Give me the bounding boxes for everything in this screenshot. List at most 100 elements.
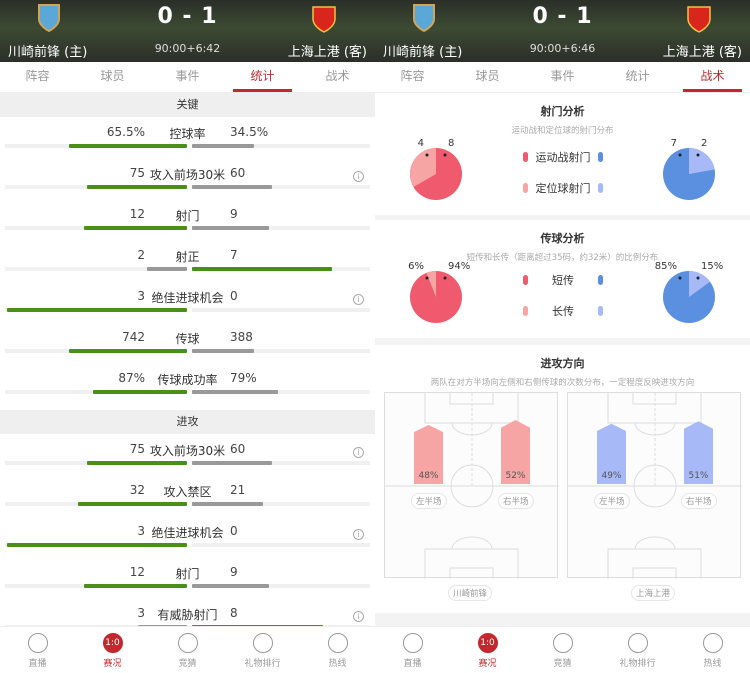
info-icon[interactable]: i	[353, 294, 364, 305]
nav-label: 热线	[703, 659, 722, 669]
attack-percent: 51%	[688, 471, 709, 481]
nav-item-2[interactable]: 竞猜	[525, 627, 600, 673]
home-bar-track	[5, 226, 187, 230]
tab-1[interactable]: 球员	[100, 69, 125, 83]
match-clock: 90:00+6:42	[154, 42, 221, 55]
stat-label: 攻入前场30米	[149, 444, 226, 458]
away-bar	[192, 226, 270, 230]
away-value: 9	[230, 565, 238, 579]
home-bar-track	[5, 543, 187, 547]
away-pie-label-main: 7	[670, 138, 677, 149]
home-legend-swatch	[523, 152, 528, 162]
nav-label: 竞猜	[178, 659, 197, 669]
away-bar-track	[192, 308, 370, 312]
home-value: 12	[129, 565, 145, 579]
away-bar-track	[192, 543, 370, 547]
gift-icon	[627, 633, 648, 653]
home-team-logo	[411, 3, 437, 33]
tab-0[interactable]: 阵容	[400, 69, 425, 83]
away-value: 21	[230, 483, 246, 497]
home-bar	[7, 308, 187, 312]
away-bar	[192, 584, 270, 588]
score: 0 - 1	[157, 4, 218, 29]
nav-item-2[interactable]: 竞猜	[150, 627, 225, 673]
away-pie-light-slice	[689, 271, 711, 297]
tab-bar: 阵容 球员 事件 统计 战术	[375, 62, 750, 93]
nav-label: 礼物排行	[244, 659, 281, 669]
info-icon[interactable]: i	[353, 611, 364, 622]
home-pie-label-light: 4	[417, 138, 424, 149]
tab-3[interactable]: 统计	[225, 62, 300, 92]
nav-item-1[interactable]: 1:0 赛况	[450, 627, 525, 673]
right-half-label: 右半场	[498, 493, 534, 509]
nav-label: 赛况	[478, 659, 497, 669]
nav-item-4[interactable]: 热线	[675, 627, 750, 673]
home-team-logo	[36, 3, 62, 33]
pie-label-marker	[425, 153, 429, 157]
away-bar	[192, 267, 332, 271]
home-value: 742	[122, 330, 145, 344]
home-bar-track	[5, 461, 187, 465]
home-bar-track	[5, 308, 187, 312]
tab-4[interactable]: 战术	[325, 69, 350, 83]
home-bar	[78, 502, 187, 506]
match-clock: 90:00+6:46	[529, 42, 596, 55]
stat-row: 射正 2 7	[0, 243, 375, 284]
tab-0[interactable]: 阵容	[25, 69, 50, 83]
stat-row: 攻入前场30米 75 60 i	[0, 437, 375, 478]
info-icon[interactable]: i	[353, 171, 364, 182]
stat-label: 绝佳进球机会	[151, 291, 224, 305]
home-pie-label-main: 94%	[448, 261, 471, 272]
bottom-nav: 直播 1:0 赛况 竞猜 礼物排行 热线	[0, 626, 375, 673]
stat-label: 攻入前场30米	[149, 168, 226, 182]
nav-item-3[interactable]: 礼物排行	[225, 627, 300, 673]
stat-label: 有威胁射门	[157, 608, 218, 622]
attack-direction-card: 进攻方向 两队在对方半场向左侧和右侧传球的次数分布，一定程度反映进攻方向 48% 左半…	[375, 345, 750, 613]
shots-analysis-card: 射门分析 运动战和定位球的射门分布 4 8 7 2 运动战射门 定位球射门	[375, 93, 750, 215]
card-subtitle: 两队在对方半场向左侧和右侧传球的次数分布，一定程度反映进攻方向	[430, 378, 695, 388]
match-header: 0 - 1 川崎前锋 (主) 90:00+6:42 上海上港 (客)	[0, 0, 375, 62]
home-bar	[68, 349, 187, 353]
tab-1[interactable]: 球员	[475, 69, 500, 83]
play-icon	[27, 633, 48, 653]
home-bar	[147, 267, 187, 271]
attack-percent: 49%	[601, 471, 622, 481]
away-pie-label-light: 2	[701, 138, 708, 149]
nav-label: 直播	[403, 659, 422, 669]
tab-3[interactable]: 统计	[625, 69, 650, 83]
home-bar	[87, 185, 187, 189]
tab-2[interactable]: 事件	[175, 69, 200, 83]
away-bar-track	[192, 226, 370, 230]
card-title: 射门分析	[540, 105, 585, 118]
tab-4[interactable]: 战术	[675, 62, 750, 92]
stat-label: 射门	[175, 209, 200, 223]
pie-label-marker	[443, 153, 447, 157]
pie-label-marker	[678, 276, 682, 280]
info-icon[interactable]: i	[353, 447, 364, 458]
stat-row: 攻入前场30米 75 60 i	[0, 161, 375, 202]
stat-row: 传球成功率 87% 79%	[0, 366, 375, 407]
score-badge-icon: 1:0	[102, 633, 123, 653]
pie-label-marker	[696, 276, 700, 280]
attack-percent: 48%	[418, 471, 439, 481]
home-team-label: 川崎前锋	[448, 585, 493, 601]
home-right-attack-arrow: 52%	[501, 420, 530, 484]
section-header: 进攻	[0, 410, 375, 434]
away-team-name: 上海上港 (客)	[662, 45, 742, 60]
home-pie-light-slice	[410, 148, 436, 187]
nav-item-0[interactable]: 直播	[375, 627, 450, 673]
tab-2[interactable]: 事件	[550, 69, 575, 83]
away-bar-track	[192, 267, 370, 271]
stat-label: 射正	[175, 250, 200, 264]
away-value: 34.5%	[230, 125, 269, 139]
away-bar	[192, 390, 278, 394]
left-half-label: 左半场	[411, 493, 447, 509]
info-icon[interactable]: i	[353, 529, 364, 540]
home-bar-track	[5, 502, 187, 506]
nav-item-4[interactable]: 热线	[300, 627, 375, 673]
stat-row: 射门 12 9	[0, 202, 375, 243]
nav-item-0[interactable]: 直播	[0, 627, 75, 673]
nav-item-1[interactable]: 1:0 赛况	[75, 627, 150, 673]
nav-item-3[interactable]: 礼物排行	[600, 627, 675, 673]
legend-label: 运动战射门	[535, 151, 591, 164]
